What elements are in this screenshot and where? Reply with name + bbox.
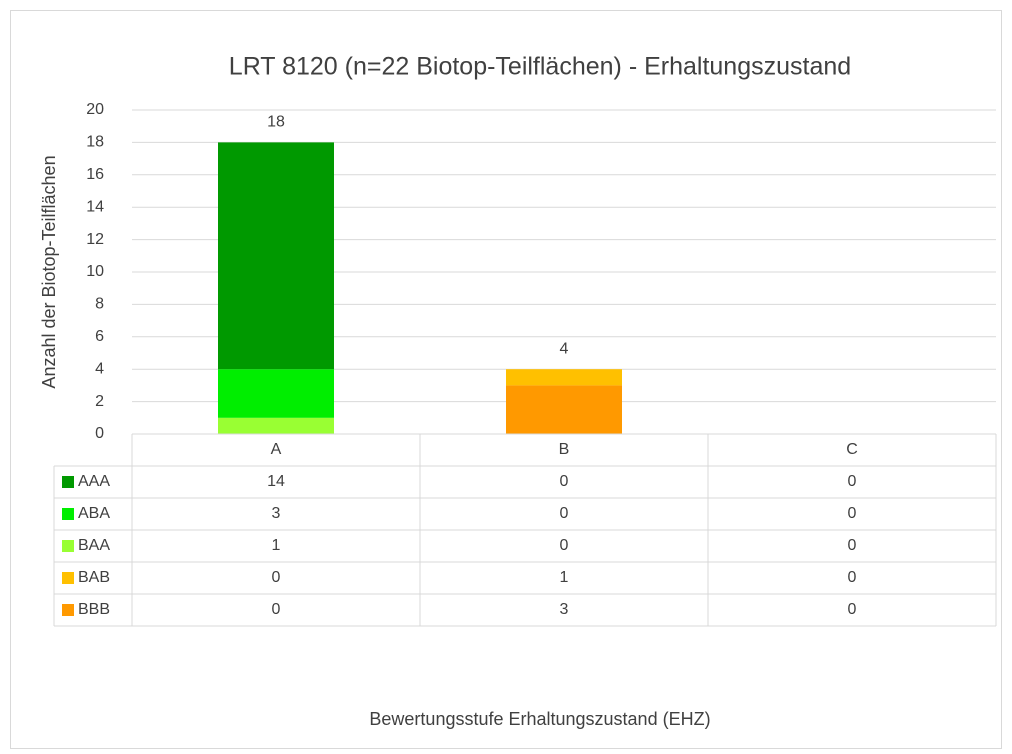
x-tick-label: A [271, 441, 282, 458]
y-tick-label: 0 [95, 425, 104, 442]
y-tick-label: 16 [86, 166, 104, 183]
table-value: 0 [560, 537, 569, 554]
table-value: 14 [267, 473, 285, 490]
table-value: 0 [560, 505, 569, 522]
table-value: 0 [848, 473, 857, 490]
legend-label: BBB [78, 601, 110, 618]
bar-segment [506, 385, 622, 434]
table-value: 1 [272, 537, 281, 554]
y-tick-label: 8 [95, 296, 104, 313]
x-tick-label: B [559, 441, 570, 458]
y-tick-label: 12 [86, 231, 104, 248]
x-tick-label: C [846, 441, 858, 458]
y-tick-label: 20 [86, 101, 104, 118]
legend-key [62, 476, 74, 488]
table-value: 0 [560, 473, 569, 490]
total-label: 18 [267, 114, 285, 131]
table-value: 3 [272, 505, 281, 522]
legend-key [62, 572, 74, 584]
y-tick-label: 18 [86, 134, 104, 151]
table-value: 0 [272, 601, 281, 618]
legend-key [62, 604, 74, 616]
bar-segment [218, 417, 334, 434]
bar-segment [218, 369, 334, 418]
chart-title: LRT 8120 (n=22 Biotop-Teilflächen) - Erh… [229, 53, 851, 81]
total-label: 4 [560, 340, 569, 357]
y-tick-label: 4 [95, 360, 104, 377]
y-tick-label: 6 [95, 328, 104, 345]
table-value: 0 [848, 537, 857, 554]
legend-label: BAA [78, 537, 110, 554]
bar-segment [506, 369, 622, 386]
legend-key [62, 508, 74, 520]
x-axis-label: Bewertungsstufe Erhaltungszustand (EHZ) [369, 709, 710, 729]
legend-label: ABA [78, 505, 110, 522]
y-tick-label: 10 [86, 263, 104, 280]
table-value: 0 [848, 601, 857, 618]
table-value: 1 [560, 569, 569, 586]
legend-key [62, 540, 74, 552]
table-value: 0 [272, 569, 281, 586]
y-axis-label: Anzahl der Biotop-Teilflächen [39, 155, 59, 388]
bar-segment [218, 142, 334, 370]
y-tick-label: 2 [95, 393, 104, 410]
legend-label: AAA [78, 473, 110, 490]
table-value: 0 [848, 505, 857, 522]
table-value: 0 [848, 569, 857, 586]
table-value: 3 [560, 601, 569, 618]
legend-label: BAB [78, 569, 110, 586]
y-tick-label: 14 [86, 198, 104, 215]
